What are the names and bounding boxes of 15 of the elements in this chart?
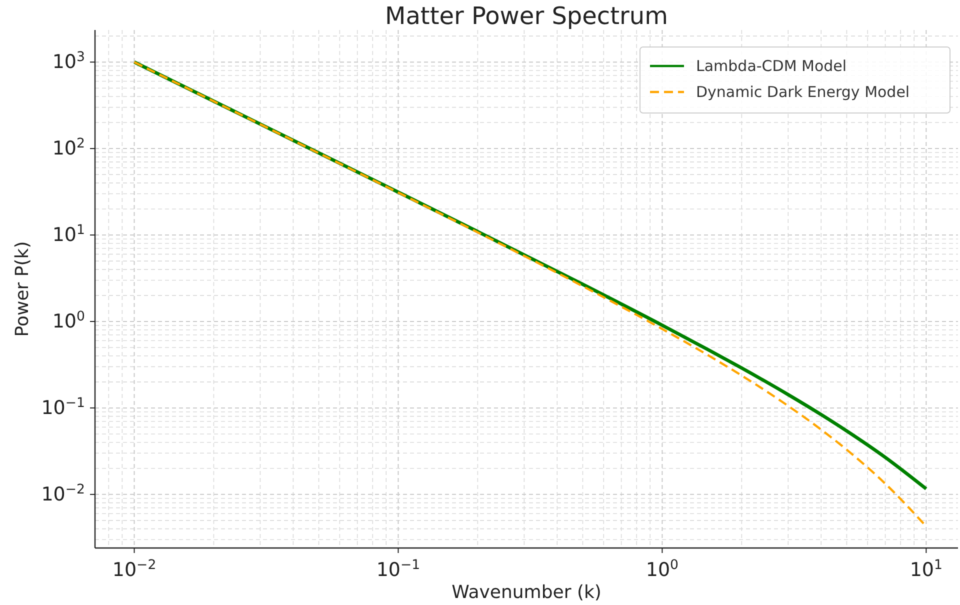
x-tick-label: 10$^{−2}$ (112, 558, 156, 581)
y-tick-label: 10$^{−2}$ (41, 482, 85, 506)
y-tick-label: 10$^{−1}$ (41, 395, 85, 419)
y-tick-label: 10$^{0}$ (52, 308, 85, 332)
x-axis-title: Wavenumber (k) (452, 582, 602, 603)
y-tick-label: 10$^{2}$ (52, 136, 85, 160)
legend-label: Dynamic Dark Energy Model (696, 83, 910, 101)
x-tick-label: 10$^{−1}$ (376, 558, 420, 581)
y-axis-title: Power P(k) (12, 241, 33, 337)
x-tick-label: 10$^{0}$ (646, 558, 679, 581)
x-tick-label: 10$^{1}$ (910, 558, 942, 581)
y-tick-label: 10$^{1}$ (52, 222, 85, 246)
y-tick-label: 10$^{3}$ (52, 50, 85, 74)
legend-label: Lambda-CDM Model (696, 57, 847, 75)
chart-title: Matter Power Spectrum (385, 2, 668, 30)
